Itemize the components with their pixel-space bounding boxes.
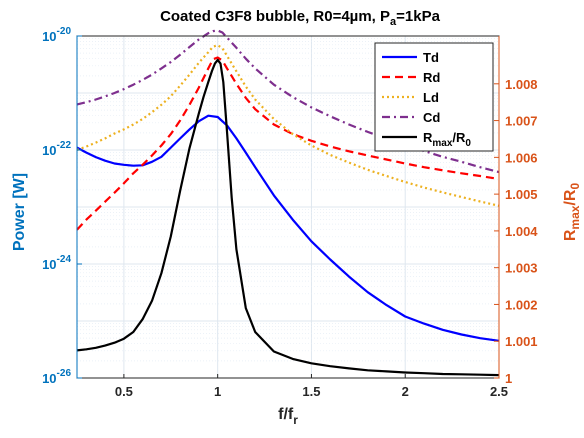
y-left-tick-label: 10-24: [42, 254, 71, 272]
chart-title: Coated C3F8 bubble, R0=4µm, Pa=1kPa: [160, 8, 441, 28]
legend-label: Rd: [423, 70, 440, 85]
axis-ticks: 0.5 1 1.5 2 2.5 10-26 10-24 10-22 10-20 1 1.001 1.0…: [42, 26, 538, 399]
legend-label: Rmax/R0: [423, 130, 471, 149]
y-right-tick-label: 1.008: [505, 77, 538, 92]
y-right-tick-label: 1.005: [505, 187, 538, 202]
x-tick-label: 1.5: [302, 384, 320, 399]
series-lines: [76, 29, 500, 377]
series-ld-line: [76, 44, 500, 207]
y-right-tick-label: 1.001: [505, 334, 538, 349]
y-axis-right-label: Rmax/R0: [562, 183, 582, 242]
y-left-tick-label: 10-26: [42, 368, 71, 386]
legend: Td Rd Ld Cd Rmax/R0: [374, 42, 494, 152]
legend-label: Td: [423, 50, 439, 65]
y-axis-left-label: Power [W]: [11, 173, 28, 251]
x-tick-label: 2: [402, 384, 409, 399]
y-right-tick-label: 1.004: [505, 224, 538, 239]
legend-label: Ld: [423, 90, 439, 105]
series-r-line: [76, 58, 500, 377]
y-right-tick-label: 1.006: [505, 150, 538, 165]
x-tick-label: 2.5: [490, 384, 508, 399]
legend-label: Cd: [423, 110, 440, 125]
y-right-tick-label: 1.007: [505, 114, 538, 129]
x-axis-label: f/fr: [278, 406, 298, 427]
x-tick-label: 1: [214, 384, 221, 399]
y-right-tick-label: 1.002: [505, 297, 538, 312]
y-right-tick-label: 1.003: [505, 261, 538, 276]
x-tick-label: 0.5: [115, 384, 133, 399]
series-cd-line: [76, 29, 500, 174]
y-right-tick-label: 1: [505, 371, 512, 386]
y-left-tick-label: 10-20: [42, 26, 71, 44]
legend-box: [374, 42, 494, 152]
y-left-tick-label: 10-22: [42, 140, 71, 158]
